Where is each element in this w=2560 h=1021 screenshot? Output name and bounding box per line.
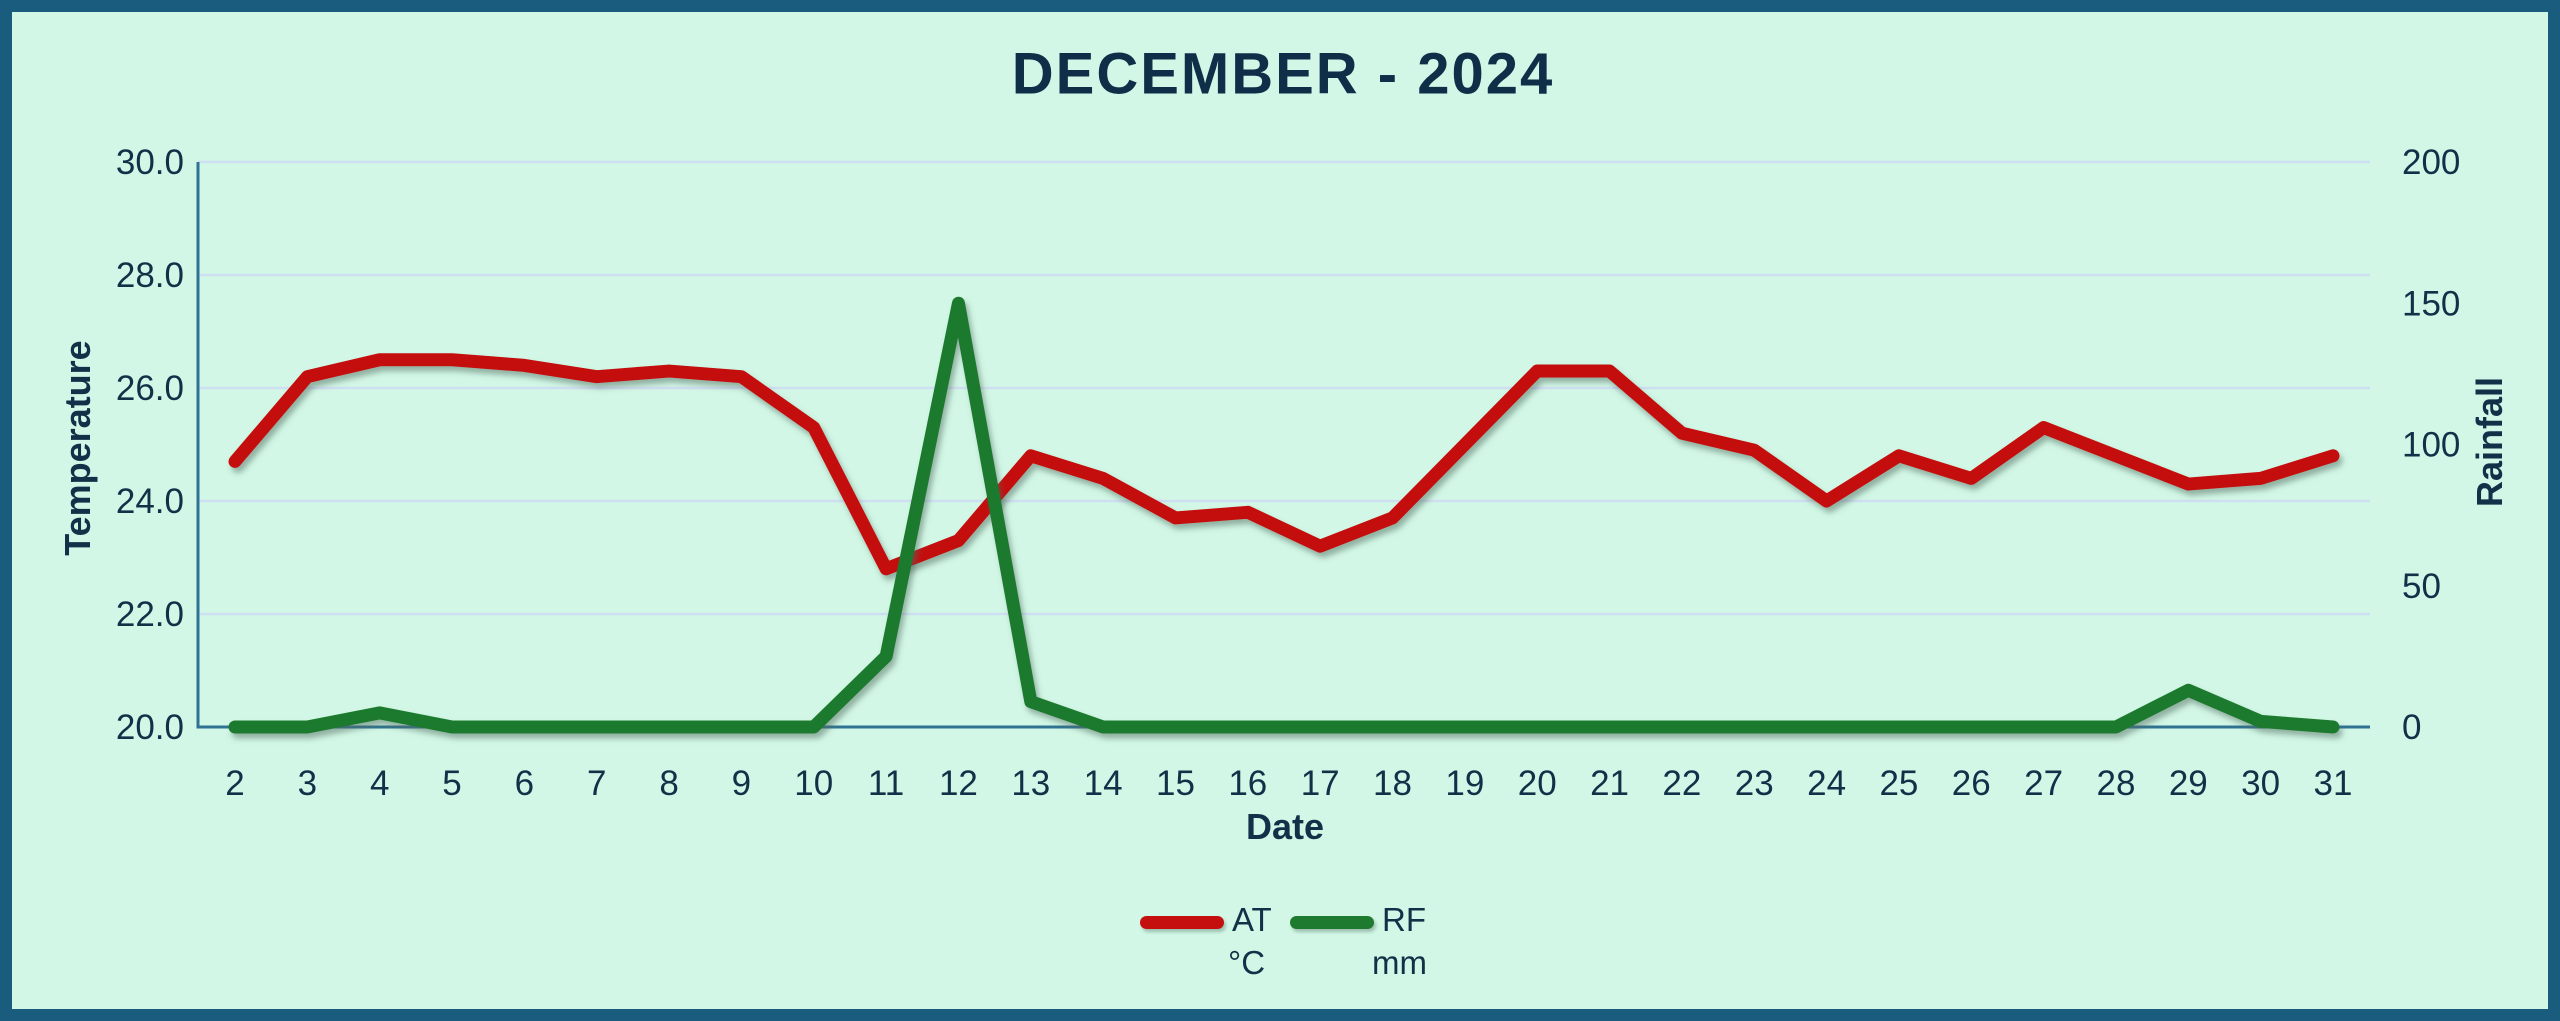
x-tick-label: 21 xyxy=(1590,764,1629,803)
x-tick-label: 13 xyxy=(1011,764,1050,803)
left-tick-label: 26.0 xyxy=(116,369,184,408)
right-tick-label: 50 xyxy=(2402,567,2441,606)
x-tick-label: 5 xyxy=(442,764,461,803)
at-legend-swatch xyxy=(1140,916,1224,929)
x-tick-label: 31 xyxy=(2314,764,2353,803)
page-title: DECEMBER - 2024 xyxy=(1011,41,1555,107)
x-tick-label: 12 xyxy=(939,764,978,803)
at-legend-unit: °C xyxy=(1228,944,1266,981)
x-tick-label: 26 xyxy=(1952,764,1991,803)
at-legend-label: AT xyxy=(1232,901,1272,938)
x-tick-label: 3 xyxy=(298,764,317,803)
right-tick-label: 100 xyxy=(2402,426,2460,465)
x-tick-label: 28 xyxy=(2096,764,2135,803)
x-tick-label: 29 xyxy=(2169,764,2208,803)
left-tick-label: 24.0 xyxy=(116,482,184,521)
right-tick-label: 0 xyxy=(2402,708,2421,747)
at-series-line xyxy=(228,353,2340,576)
x-tick-label: 7 xyxy=(587,764,606,803)
x-tick-label: 16 xyxy=(1228,764,1267,803)
rf-legend-label: RF xyxy=(1382,901,1426,938)
right-tick-label: 150 xyxy=(2402,284,2460,323)
x-tick-label: 10 xyxy=(794,764,833,803)
x-tick-label: 23 xyxy=(1735,764,1774,803)
x-tick-label: 24 xyxy=(1807,764,1846,803)
right-tick-label: 200 xyxy=(2402,143,2460,182)
x-tick-label: 4 xyxy=(370,764,389,803)
x-tick-label: 14 xyxy=(1084,764,1123,803)
rf-series-line xyxy=(228,296,2340,734)
x-tick-label: 27 xyxy=(2024,764,2063,803)
left-tick-label: 28.0 xyxy=(116,256,184,295)
x-tick-label: 30 xyxy=(2241,764,2280,803)
x-tick-label: 6 xyxy=(515,764,534,803)
left-tick-label: 22.0 xyxy=(116,595,184,634)
x-tick-label: 2 xyxy=(225,764,244,803)
rf-legend-unit: mm xyxy=(1372,944,1427,981)
x-axis-title: Date xyxy=(1245,806,1325,847)
x-tick-label: 17 xyxy=(1301,764,1340,803)
rf-legend-swatch xyxy=(1290,916,1374,929)
x-tick-label: 22 xyxy=(1662,764,1701,803)
x-tick-label: 18 xyxy=(1373,764,1412,803)
x-tick-label: 9 xyxy=(732,764,751,803)
gridlines xyxy=(198,160,2370,616)
left-tick-label: 30.0 xyxy=(116,143,184,182)
x-tick-label: 20 xyxy=(1518,764,1557,803)
series-lines xyxy=(228,296,2340,734)
x-tick-label: 8 xyxy=(659,764,678,803)
x-tick-label: 11 xyxy=(868,764,904,803)
x-tick-label: 15 xyxy=(1156,764,1195,803)
x-tick-label: 19 xyxy=(1445,764,1484,803)
left-tick-label: 20.0 xyxy=(116,708,184,747)
x-tick-label: 25 xyxy=(1879,764,1918,803)
